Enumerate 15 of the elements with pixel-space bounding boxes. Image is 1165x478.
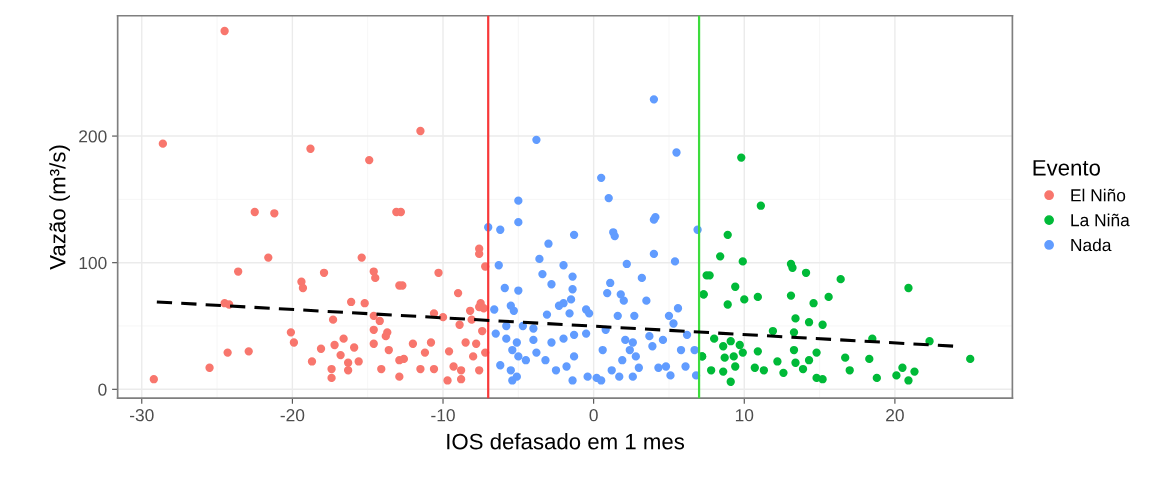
- x-tick-label: -20: [280, 409, 305, 422]
- x-tick-label: 0: [589, 409, 598, 422]
- legend-label: El Niño: [1071, 188, 1126, 202]
- x-tick-label: -10: [431, 409, 455, 422]
- x-axis-title: IOS defasado em 1 mes: [447, 433, 685, 450]
- y-axis-title: Vazão (m³/s): [49, 145, 70, 270]
- legend-title: Evento: [1033, 160, 1100, 176]
- y-tick-label: 100: [79, 256, 107, 270]
- y-tick-label: 0: [98, 383, 107, 396]
- y-tick-label: 200: [79, 130, 107, 143]
- x-tick-label: 10: [735, 409, 754, 422]
- legend-label: La Niña: [1071, 213, 1130, 227]
- x-tick-label: 20: [886, 409, 904, 422]
- legend-label: Nada: [1071, 238, 1112, 252]
- x-tick-label: -30: [129, 409, 154, 422]
